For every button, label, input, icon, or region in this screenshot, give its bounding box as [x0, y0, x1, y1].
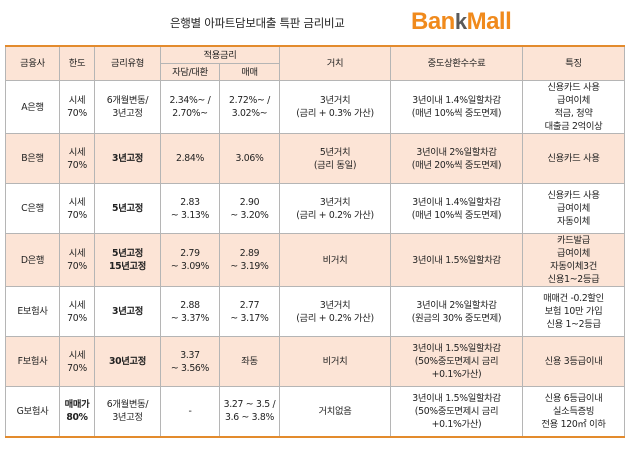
cell-bank: D은행	[5, 233, 60, 287]
cell-features: 신용카드 사용 급여이체 적금, 청약 대출금 2억이상	[522, 80, 626, 134]
cell-limit: 시세 70%	[59, 133, 95, 184]
bankmall-logo: BankMall	[411, 8, 512, 35]
header-features: 특징	[522, 45, 626, 81]
header-limit: 한도	[59, 45, 95, 81]
cell-deferment: 거치없음	[279, 386, 392, 438]
cell-self-loan: 3.37 ~ 3.56%	[160, 336, 220, 387]
cell-self-loan: 2.79 ~ 3.09%	[160, 233, 220, 287]
cell-deferment: 비거치	[279, 233, 392, 287]
cell-purchase: 2.72%~ /3.02%~	[218, 80, 281, 134]
cell-rate-type: 3년고정	[94, 133, 161, 184]
cell-features: 매매건 -0.2할인 보험 10만 가입 신용 1~2등급	[522, 286, 626, 337]
header-bank: 금융사	[5, 45, 60, 81]
cell-purchase: 2.89 ~ 3.19%	[218, 233, 281, 287]
cell-bank: G보험사	[5, 386, 60, 438]
cell-rate-type: 6개월변동/3년고정	[94, 386, 161, 438]
cell-deferment: 3년거치 (금리 + 0.2% 가산)	[279, 183, 392, 234]
cell-purchase: 2.77 ~ 3.17%	[218, 286, 281, 337]
cell-limit: 시세 70%	[59, 80, 95, 134]
cell-limit: 시세 70%	[59, 233, 95, 287]
cell-rate-type: 6개월변동/3년고정	[94, 80, 161, 134]
cell-self-loan: 2.84%	[160, 133, 220, 184]
cell-bank: C은행	[5, 183, 60, 234]
table-row: B은행 시세 70% 3년고정 2.84% 3.06% 5년거치 (금리 동일) 3년이내 2%…	[5, 133, 626, 184]
cell-self-loan: -	[160, 386, 220, 438]
cell-deferment: 5년거치 (금리 동일)	[279, 133, 392, 184]
header-fee: 중도상환수수료	[390, 45, 524, 81]
cell-limit: 매매가 80%	[59, 386, 95, 438]
cell-deferment: 3년거치 (금리 + 0.3% 가산)	[279, 80, 392, 134]
cell-fee: 3년이내 1.4%일할차감 (매년 10%씩 중도면제)	[390, 183, 524, 234]
cell-rate-type: 5년고정	[94, 183, 161, 234]
cell-fee: 3년이내 2%일할차감 (원금의 30% 중도면제)	[390, 286, 524, 337]
header: 은행별 아파트담보대출 특판 금리비교 BankMall	[0, 0, 630, 44]
cell-purchase: 좌동	[218, 336, 281, 387]
table-row: F보험사 시세 70% 30년고정 3.37 ~ 3.56% 좌동 비거치 3년이내 1.5%일…	[5, 336, 626, 387]
cell-features: 신용카드 사용	[522, 133, 626, 184]
cell-deferment: 비거치	[279, 336, 392, 387]
cell-limit: 시세 70%	[59, 183, 95, 234]
cell-fee: 3년이내 1.5%일할차감 (50%중도면제시 금리 +0.1%가산)	[390, 386, 524, 438]
cell-self-loan: 2.34%~ /2.70%~	[160, 80, 220, 134]
cell-purchase: 2.90 ~ 3.20%	[218, 183, 281, 234]
cell-features: 신용카드 사용 급여이체 자동이체	[522, 183, 626, 234]
cell-deferment: 3년거치 (금리 + 0.2% 가산)	[279, 286, 392, 337]
cell-rate-type: 5년고정 15년고정	[94, 233, 161, 287]
cell-bank: B은행	[5, 133, 60, 184]
cell-bank: A은행	[5, 80, 60, 134]
cell-bank: F보험사	[5, 336, 60, 387]
header-applied-rate: 적용금리	[159, 45, 281, 64]
cell-purchase: 3.27 ~ 3.5 /3.6 ~ 3.8%	[218, 386, 281, 438]
cell-fee: 3년이내 1.4%일할차감 (매년 10%씩 중도면제)	[390, 80, 524, 134]
cell-bank: E보험사	[5, 286, 60, 337]
cell-features: 신용 6등급이내 실소득증빙 전용 120㎡ 이하	[522, 386, 626, 438]
page-title: 은행별 아파트담보대출 특판 금리비교	[170, 16, 345, 30]
header-deferment: 거치	[279, 45, 392, 81]
cell-self-loan: 2.88 ~ 3.37%	[160, 286, 220, 337]
cell-limit: 시세 70%	[59, 286, 95, 337]
cell-features: 카드발급 급여이체 자동이체3건 신용1~2등급	[522, 233, 626, 287]
cell-limit: 시세 70%	[59, 336, 95, 387]
cell-rate-type: 30년고정	[94, 336, 161, 387]
cell-purchase: 3.06%	[218, 133, 281, 184]
cell-self-loan: 2.83 ~ 3.13%	[160, 183, 220, 234]
table-row: C은행 시세 70% 5년고정 2.83 ~ 3.13% 2.90 ~ 3.20% 3년거치 (금…	[5, 183, 626, 234]
header-purchase: 매매	[218, 63, 281, 81]
cell-features: 신용 3등급이내	[522, 336, 626, 387]
header-rate-type: 금리유형	[94, 45, 161, 81]
header-self-loan: 자담/대환	[160, 63, 220, 81]
cell-fee: 3년이내 1.5%일할차감	[390, 233, 524, 287]
rate-comparison-table: 금융사 한도 금리유형 적용금리 거치 중도상환수수료 특징 자담/대환 매매 …	[5, 45, 626, 438]
cell-rate-type: 3년고정	[94, 286, 161, 337]
cell-fee: 3년이내 2%일할차감 (매년 20%씩 중도면제)	[390, 133, 524, 184]
table-row: G보험사 매매가 80% 6개월변동/3년고정 -3.27 ~ 3.5 /3.6 ~ 3…	[5, 386, 626, 438]
table-row: D은행 시세 70% 5년고정 15년고정 2.79 ~ 3.09% 2.89 ~ 3.19% 비…	[5, 233, 626, 287]
cell-fee: 3년이내 1.5%일할차감 (50%중도면제시 금리 +0.1%가산)	[390, 336, 524, 387]
table-row: E보험사 시세 70% 3년고정 2.88 ~ 3.37% 2.77 ~ 3.17% 3년거치(…	[5, 286, 626, 337]
table-row: A은행 시세 70% 6개월변동/3년고정 2.34%~ /2.70%~ 2.72%~ /…	[5, 80, 626, 134]
